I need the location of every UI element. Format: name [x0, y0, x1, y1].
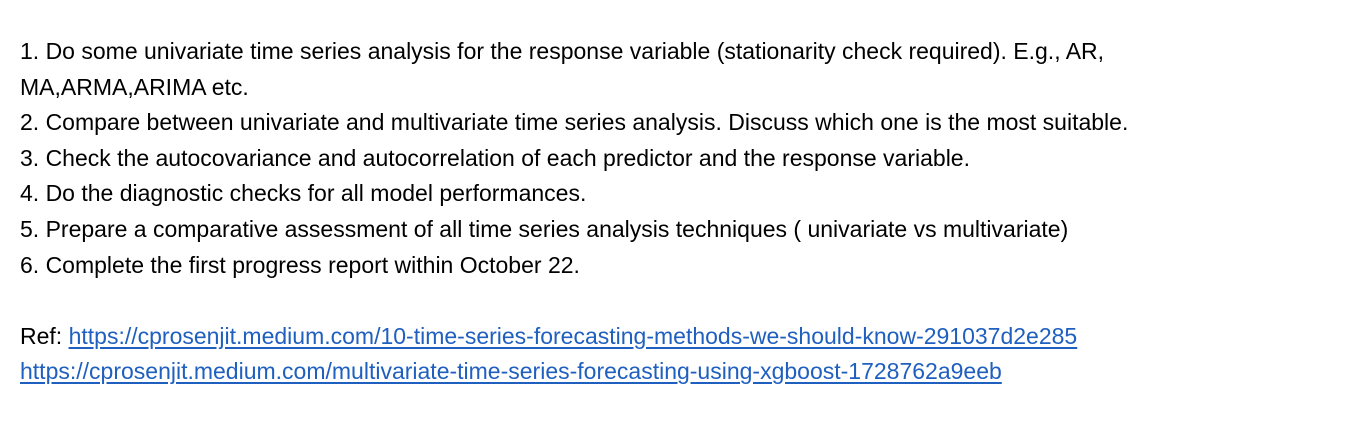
references: Ref: https://cprosenjit.medium.com/10-ti… — [20, 319, 1360, 390]
task-3: 3. Check the autocovariance and autocorr… — [20, 144, 970, 171]
task-list: 1. Do some univariate time series analys… — [20, 34, 1360, 283]
task-5: 5. Prepare a comparative assessment of a… — [20, 215, 1069, 242]
document-body: 1. Do some univariate time series analys… — [20, 34, 1360, 390]
task-1-line-2: MA,ARMA,ARIMA etc. — [20, 73, 249, 100]
task-2: 2. Compare between univariate and multiv… — [20, 109, 1129, 136]
reference-line-1: Ref: https://cprosenjit.medium.com/10-ti… — [20, 319, 1360, 355]
reference-line-2: https://cprosenjit.medium.com/multivaria… — [20, 354, 1360, 390]
task-1-line-1: 1. Do some univariate time series analys… — [20, 38, 1105, 64]
reference-label: Ref: — [20, 322, 69, 349]
paragraph-gap — [20, 283, 1360, 319]
task-4: 4. Do the diagnostic checks for all mode… — [20, 180, 587, 207]
task-6: 6. Complete the first progress report wi… — [20, 251, 580, 278]
reference-link-2[interactable]: https://cprosenjit.medium.com/multivaria… — [20, 358, 1002, 385]
reference-link-1[interactable]: https://cprosenjit.medium.com/10-time-se… — [68, 322, 1078, 349]
